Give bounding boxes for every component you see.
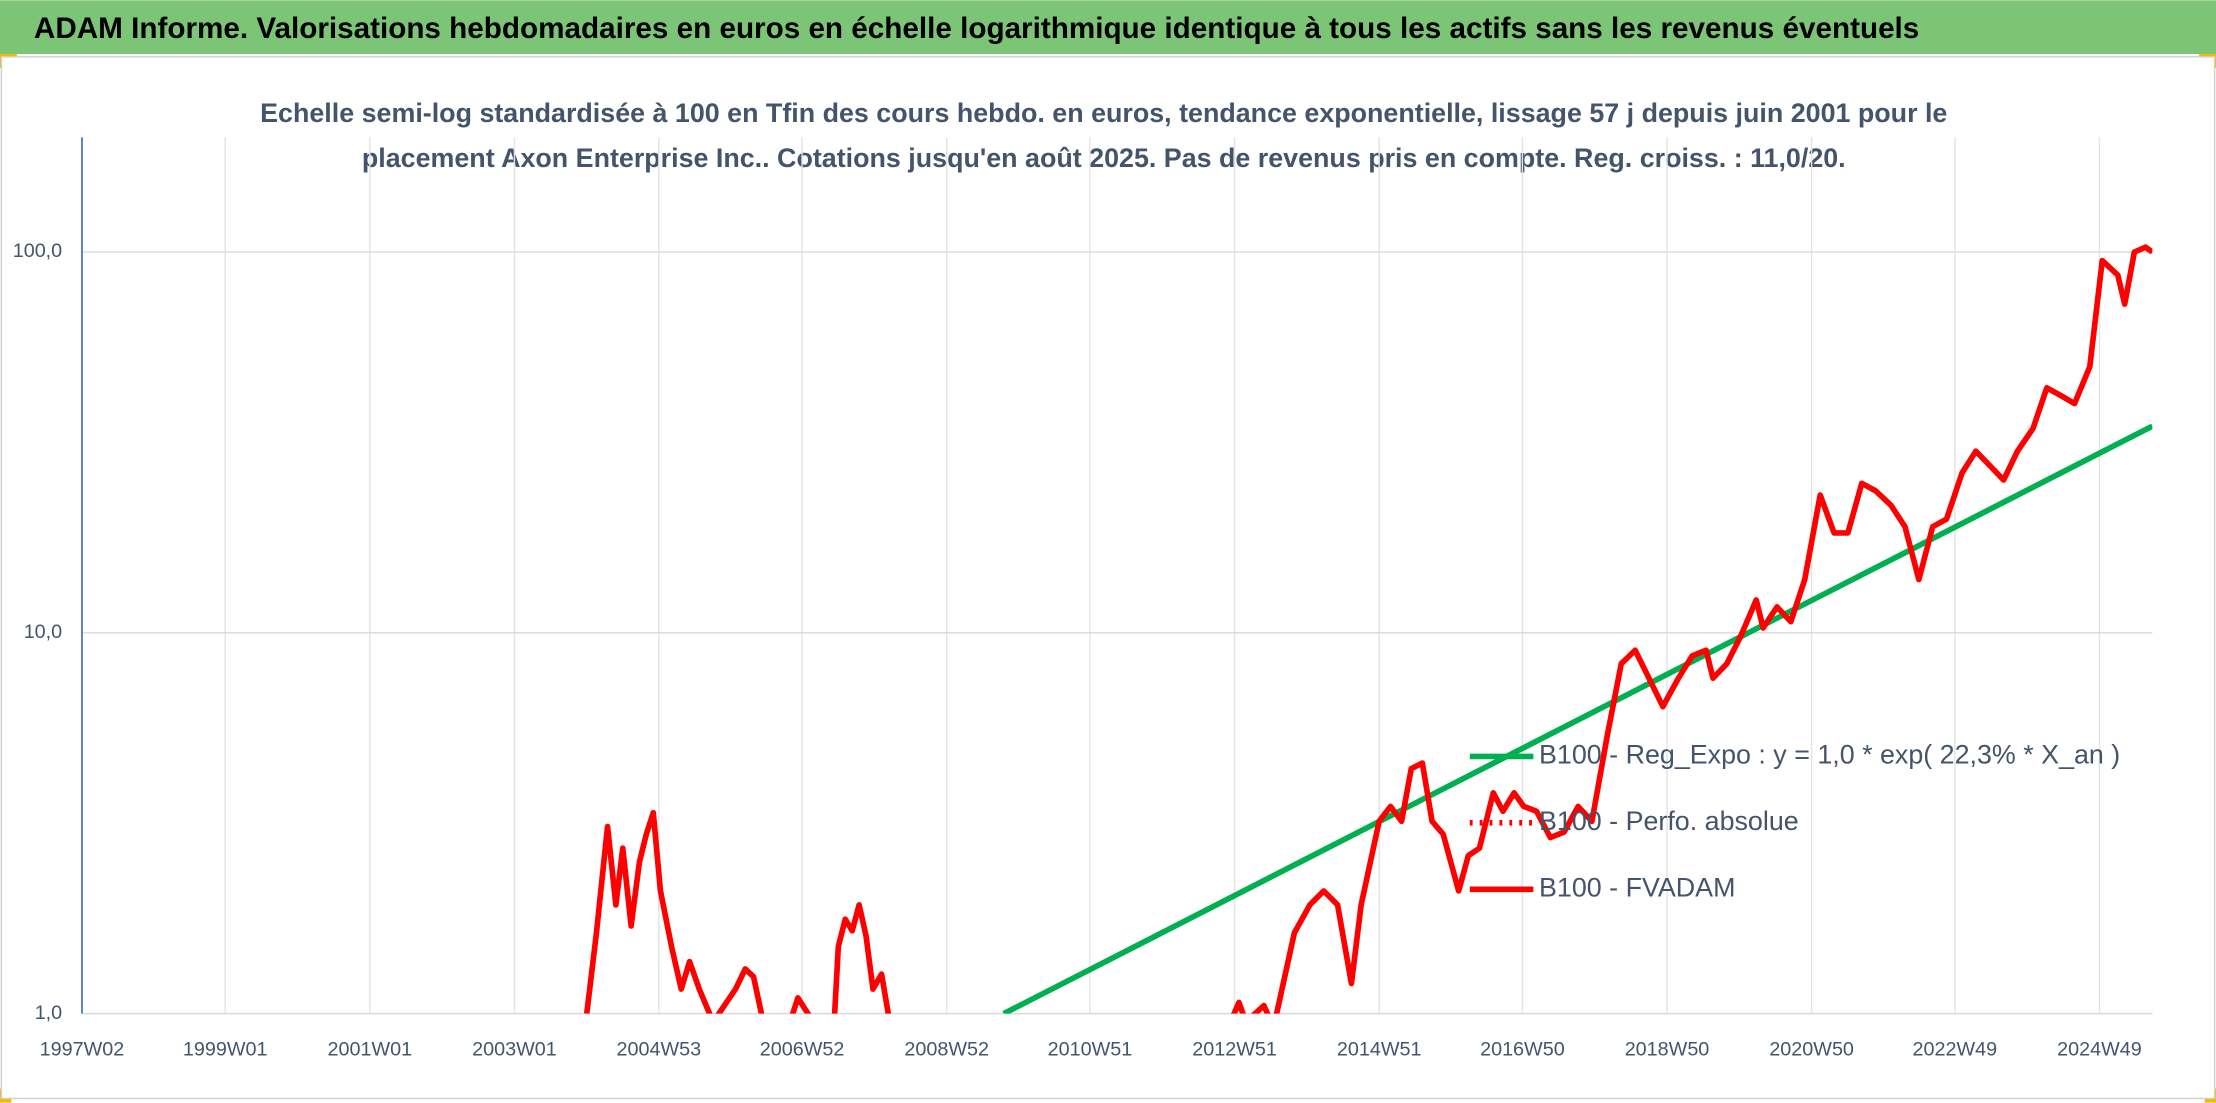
x-tick-label: 2020W50 <box>1769 1039 1854 1061</box>
chart-title: Echelle semi-log standardisée à 100 en T… <box>260 98 1947 128</box>
y-tick-label: 100,0 <box>13 240 62 262</box>
chart-frame <box>0 56 2216 1100</box>
x-tick-label: 2003W01 <box>472 1039 557 1061</box>
x-tick-label: 2001W01 <box>328 1039 413 1061</box>
x-tick-label: 2018W50 <box>1625 1039 1710 1061</box>
header-title: ADAM Informe. Valorisations hebdomadaire… <box>34 12 1919 45</box>
x-tick-label: 2024W49 <box>2057 1039 2142 1061</box>
legend-label: B100 - Reg_Expo : y = 1,0 * exp( 22,3% *… <box>1539 740 2120 770</box>
x-tick-label: 2006W52 <box>760 1039 845 1061</box>
x-tick-label: 2008W52 <box>904 1039 989 1061</box>
x-tick-label: 2004W53 <box>617 1039 702 1061</box>
x-tick-label: 2022W49 <box>1913 1039 1998 1061</box>
x-tick-label: 2012W51 <box>1192 1039 1277 1061</box>
chart-title: placement Axon Enterprise Inc.. Cotation… <box>362 143 1846 173</box>
y-tick-label: 10,0 <box>24 621 62 643</box>
series-line <box>1002 423 2153 1014</box>
legend-label: B100 - FVADAM <box>1539 872 1735 902</box>
x-tick-label: 1999W01 <box>183 1039 268 1061</box>
x-tick-label: 1997W02 <box>40 1039 125 1061</box>
x-tick-label: 2014W51 <box>1337 1039 1422 1061</box>
series-line <box>583 244 2153 1014</box>
legend-label: B100 - Perfo. absolue <box>1539 806 1799 836</box>
y-tick-label: 1,0 <box>35 1002 62 1024</box>
x-tick-label: 2016W50 <box>1480 1039 1565 1061</box>
x-tick-label: 2010W51 <box>1048 1039 1133 1061</box>
plot-area <box>583 244 2153 1014</box>
header-bar <box>0 0 2216 55</box>
